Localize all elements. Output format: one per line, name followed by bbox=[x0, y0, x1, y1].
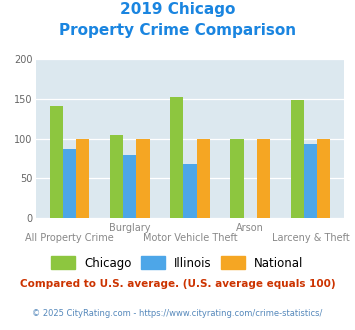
Bar bbox=[304, 144, 317, 218]
Text: Motor Vehicle Theft: Motor Vehicle Theft bbox=[143, 233, 237, 243]
Text: Burglary: Burglary bbox=[109, 223, 151, 233]
Bar bbox=[110, 135, 123, 218]
Bar bbox=[317, 139, 330, 218]
Text: All Property Crime: All Property Crime bbox=[25, 233, 114, 243]
Text: Arson: Arson bbox=[236, 223, 264, 233]
Bar bbox=[63, 149, 76, 218]
Bar bbox=[123, 155, 136, 218]
Bar bbox=[50, 106, 63, 218]
Text: Compared to U.S. average. (U.S. average equals 100): Compared to U.S. average. (U.S. average … bbox=[20, 279, 335, 289]
Text: Property Crime Comparison: Property Crime Comparison bbox=[59, 23, 296, 38]
Text: 2019 Chicago: 2019 Chicago bbox=[120, 2, 235, 16]
Bar bbox=[197, 139, 210, 218]
Bar bbox=[183, 164, 197, 218]
Legend: Chicago, Illinois, National: Chicago, Illinois, National bbox=[47, 252, 308, 274]
Bar bbox=[230, 139, 244, 218]
Text: © 2025 CityRating.com - https://www.cityrating.com/crime-statistics/: © 2025 CityRating.com - https://www.city… bbox=[32, 309, 323, 317]
Text: Larceny & Theft: Larceny & Theft bbox=[272, 233, 349, 243]
Bar bbox=[136, 139, 149, 218]
Bar bbox=[290, 100, 304, 218]
Bar bbox=[170, 97, 183, 218]
Bar bbox=[76, 139, 89, 218]
Bar bbox=[257, 139, 270, 218]
